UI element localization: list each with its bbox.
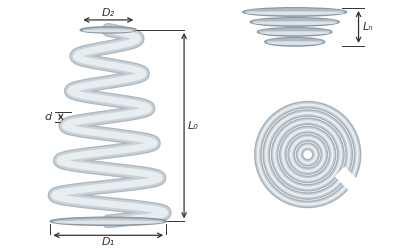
Text: D₂: D₂ [102, 8, 115, 18]
Ellipse shape [53, 220, 163, 224]
Ellipse shape [259, 29, 331, 31]
Ellipse shape [245, 12, 344, 15]
Text: Lₙ: Lₙ [362, 22, 373, 32]
Ellipse shape [260, 31, 329, 35]
Ellipse shape [252, 19, 338, 22]
Ellipse shape [82, 30, 134, 32]
Text: d: d [45, 112, 52, 122]
Ellipse shape [250, 18, 339, 26]
Ellipse shape [257, 28, 332, 36]
Ellipse shape [253, 22, 337, 25]
Ellipse shape [80, 27, 136, 33]
Ellipse shape [244, 9, 345, 12]
Ellipse shape [265, 38, 325, 46]
Ellipse shape [243, 8, 346, 16]
Ellipse shape [266, 39, 323, 41]
Ellipse shape [267, 41, 322, 45]
Text: L₀: L₀ [188, 120, 199, 130]
Text: D₁: D₁ [102, 237, 115, 247]
Ellipse shape [50, 217, 166, 225]
